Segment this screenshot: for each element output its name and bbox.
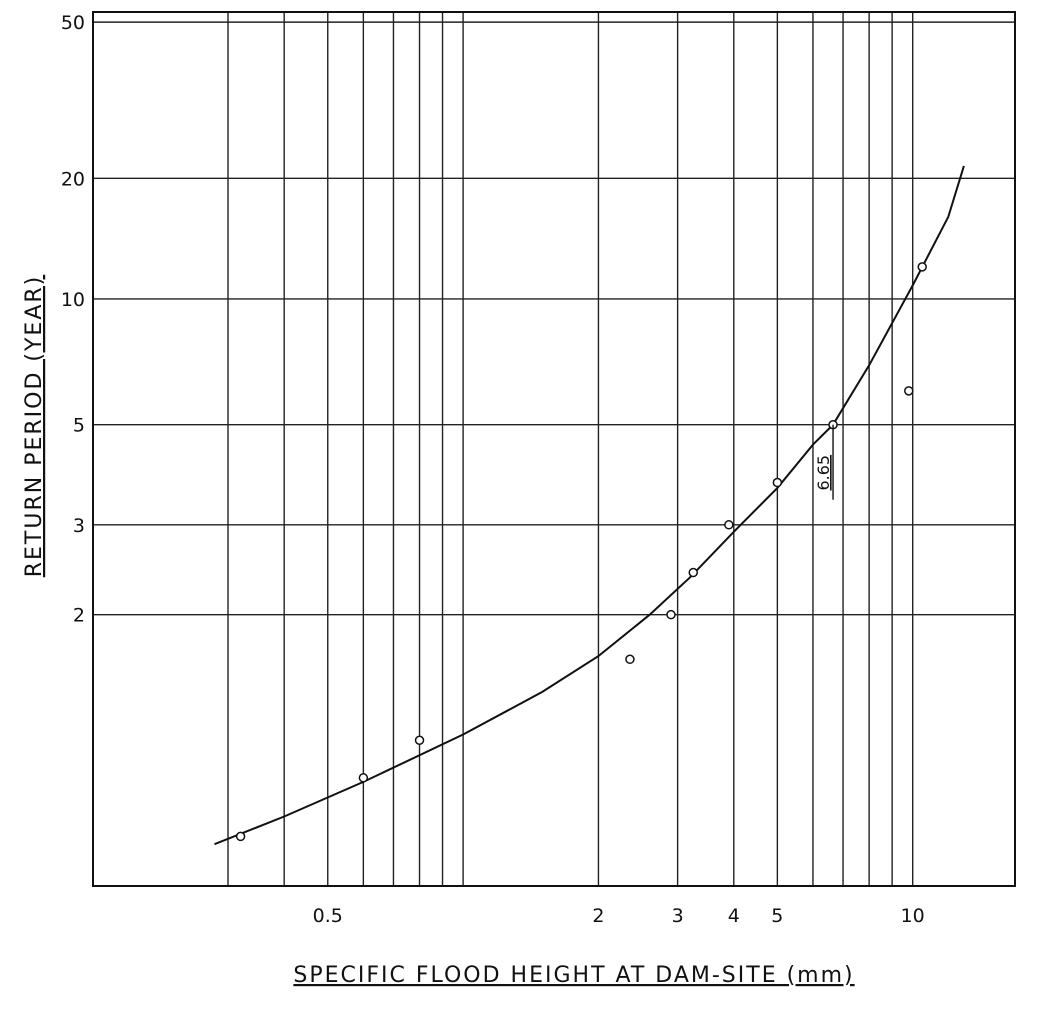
data-point	[235, 831, 246, 842]
x-tick-label: 20	[1036, 905, 1037, 927]
data-point	[688, 567, 698, 578]
fitted-curve	[214, 165, 965, 846]
x-tick-label: 3	[672, 905, 684, 927]
x-axis-title: SPECIFIC FLOOD HEIGHT AT DAM-SITE (mm)	[293, 963, 854, 988]
y-axis-title: RETURN PERIOD (YEAR)	[22, 275, 47, 578]
data-point	[414, 735, 425, 746]
data-point	[772, 477, 783, 488]
y-tick-label: 3	[73, 515, 85, 537]
y-tick-label: 20	[61, 168, 85, 190]
data-point	[917, 262, 927, 272]
plot-frame	[92, 11, 1016, 887]
annotation-label: 6.65	[814, 455, 833, 491]
x-tick-label: 0.5	[313, 905, 343, 927]
data-point	[666, 609, 676, 620]
y-tick-label: 5	[73, 415, 85, 437]
y-tick-label: 2	[73, 605, 85, 627]
y-tick-label: 10	[61, 289, 85, 311]
x-tick-label: 10	[901, 905, 925, 927]
data-point	[904, 386, 914, 396]
data-point	[625, 654, 635, 665]
data-point	[724, 520, 734, 530]
x-tick-label: 2	[592, 905, 604, 927]
x-tick-label: 5	[771, 905, 783, 927]
y-tick-label: 50	[61, 12, 85, 34]
data-point	[358, 773, 369, 783]
x-tick-label: 4	[728, 905, 740, 927]
